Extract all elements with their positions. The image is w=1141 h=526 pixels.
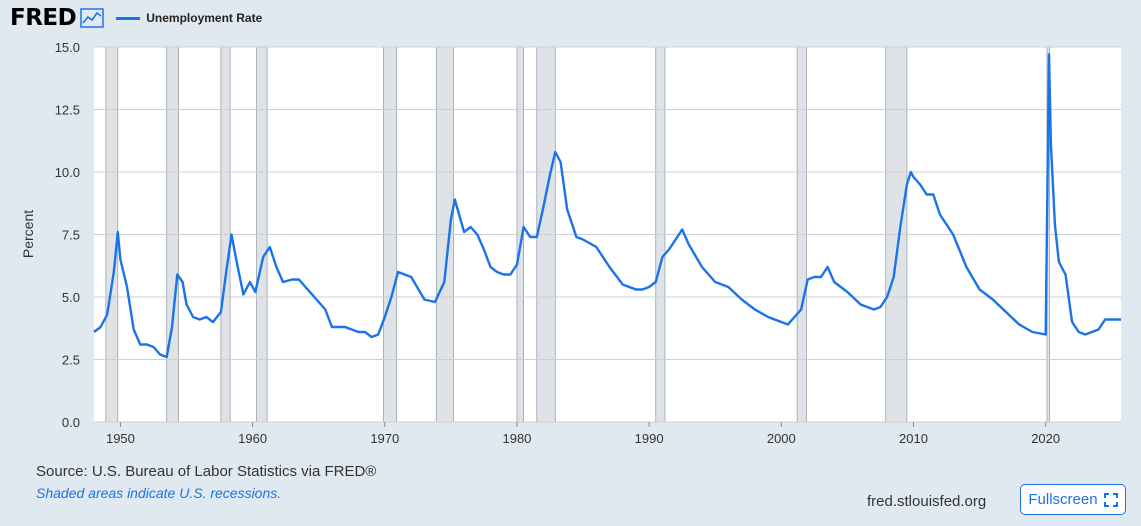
fred-logo[interactable]: FRED (10, 5, 77, 31)
series-line-unemployment-rate (93, 53, 1121, 359)
y-tick-label: 12.5 (55, 103, 80, 118)
x-tick-label: 1950 (106, 431, 135, 446)
legend-line-swatch (116, 16, 141, 20)
x-axis-ticks: 1950 1960 1970 1980 1990 2000 2010 2020 (106, 422, 1060, 446)
x-tick-label: 2000 (767, 431, 796, 446)
fullscreen-button[interactable]: Fullscreen (1020, 484, 1126, 515)
y-tick-label: 7.5 (62, 228, 80, 243)
source-text: Source: U.S. Bureau of Labor Statistics … (36, 463, 377, 480)
y-axis-ticks: 0.0 2.5 5.0 7.5 10.0 12.5 15.0 (55, 40, 80, 430)
x-tick-label: 1970 (370, 431, 399, 446)
legend: Unemployment Rate (116, 11, 262, 25)
recession-note: Shaded areas indicate U.S. recessions. (36, 485, 282, 501)
y-tick-label: 15.0 (55, 40, 80, 55)
site-link[interactable]: fred.stlouisfed.org (867, 493, 987, 510)
y-tick-label: 10.0 (55, 165, 80, 180)
legend-series-label: Unemployment Rate (146, 11, 263, 25)
y-tick-label: 2.5 (62, 353, 80, 368)
x-tick-label: 1960 (238, 431, 267, 446)
fullscreen-label: Fullscreen (1028, 491, 1098, 508)
y-axis-title: Percent (20, 210, 36, 258)
y-tick-label: 0.0 (62, 415, 80, 430)
fullscreen-icon (1103, 492, 1118, 507)
grid-lines (94, 46, 1121, 423)
y-tick-label: 5.0 (62, 290, 80, 305)
x-tick-label: 1980 (502, 431, 531, 446)
x-tick-label: 2020 (1031, 431, 1060, 446)
x-tick-label: 1990 (635, 431, 664, 446)
graph-icon[interactable] (80, 8, 104, 28)
chart-header: FRED Unemployment Rate (10, 4, 262, 32)
x-tick-label: 2010 (899, 431, 928, 446)
chart-plot: 0.0 2.5 5.0 7.5 10.0 12.5 15.0 1950 1960 1970 198… (20, 40, 1121, 446)
